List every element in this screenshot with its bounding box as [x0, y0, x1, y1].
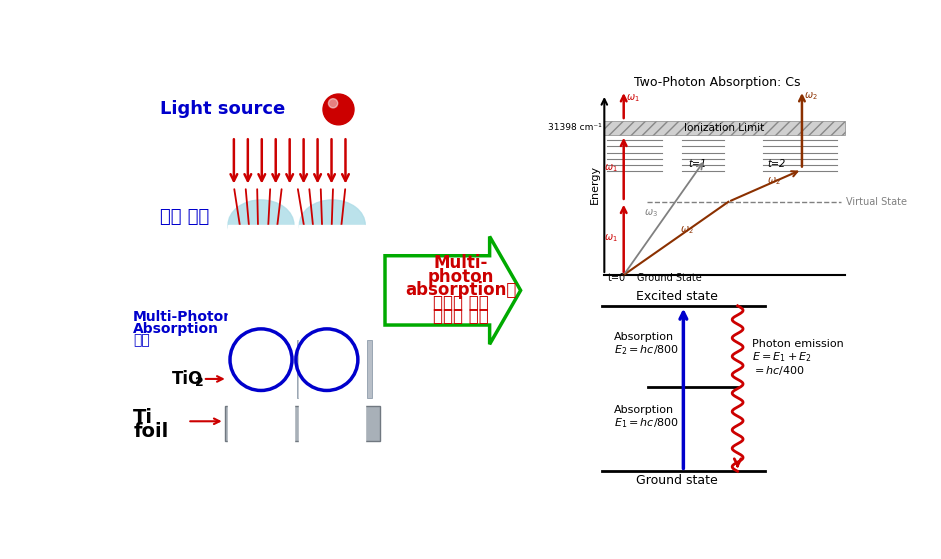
Text: $E_1 = hc / 800$: $E_1 = hc / 800$ — [614, 416, 678, 430]
Text: 31398 cm⁻¹: 31398 cm⁻¹ — [549, 124, 602, 132]
Text: Absorption: Absorption — [614, 331, 674, 342]
Bar — [235, 340, 240, 398]
Text: Absorption: Absorption — [133, 322, 219, 336]
Text: 이용한 반응: 이용한 반응 — [433, 293, 488, 312]
Text: Absorption: Absorption — [614, 405, 674, 415]
Text: t=1: t=1 — [688, 159, 707, 169]
Text: 영역: 영역 — [133, 333, 150, 348]
Bar — [359, 340, 364, 398]
Text: $= hc / 400$: $= hc / 400$ — [752, 364, 805, 377]
Bar — [328, 340, 333, 398]
Text: Photon emission: Photon emission — [752, 339, 843, 349]
Text: Two-Photon Absorption: Cs: Two-Photon Absorption: Cs — [634, 76, 801, 89]
Text: t=0: t=0 — [608, 273, 627, 283]
Text: Virtual State: Virtual State — [846, 197, 907, 207]
Text: $\omega_1$: $\omega_1$ — [604, 163, 617, 174]
Bar — [225, 406, 379, 440]
Bar — [336, 340, 341, 398]
Text: Multi-: Multi- — [434, 254, 487, 272]
Text: $\omega_1$: $\omega_1$ — [604, 233, 617, 244]
Bar — [305, 340, 310, 398]
Text: 2: 2 — [195, 376, 204, 389]
Bar — [243, 340, 247, 398]
Text: Ti: Ti — [133, 408, 153, 427]
Ellipse shape — [299, 200, 365, 250]
Bar — [297, 340, 302, 398]
Bar — [313, 340, 317, 398]
Bar — [251, 340, 256, 398]
Circle shape — [328, 98, 338, 108]
Bar — [228, 340, 232, 398]
Text: Multi-Photon: Multi-Photon — [133, 310, 234, 324]
Text: $\omega_2$: $\omega_2$ — [768, 176, 781, 187]
Bar — [266, 340, 271, 398]
Text: $E_2 = hc / 800$: $E_2 = hc / 800$ — [614, 344, 678, 357]
Text: $\omega_1$: $\omega_1$ — [626, 92, 640, 104]
Bar — [259, 340, 263, 398]
Text: Light source: Light source — [160, 101, 285, 119]
Text: Ground state: Ground state — [636, 474, 718, 487]
Text: Ground State: Ground State — [637, 273, 702, 283]
Bar — [367, 340, 372, 398]
Bar — [228, 225, 294, 498]
Ellipse shape — [228, 200, 294, 250]
Text: $\omega_2$: $\omega_2$ — [805, 90, 818, 102]
FancyArrow shape — [385, 236, 520, 344]
Text: foil: foil — [133, 422, 168, 441]
Bar — [274, 340, 279, 398]
Bar — [299, 225, 365, 498]
Circle shape — [323, 94, 354, 125]
Bar — [321, 340, 326, 398]
Text: $E = E_1 + E_2$: $E = E_1 + E_2$ — [752, 350, 811, 364]
Bar — [282, 340, 287, 398]
Text: Energy: Energy — [590, 165, 600, 204]
Text: photon: photon — [427, 268, 494, 286]
Text: Excited state: Excited state — [636, 290, 718, 303]
Bar — [290, 340, 295, 398]
Bar — [352, 340, 357, 398]
Text: Ionization Limit: Ionization Limit — [684, 123, 765, 133]
Text: absorption을: absorption을 — [405, 281, 517, 299]
Bar — [604, 121, 845, 135]
Bar — [343, 340, 348, 398]
Text: 광학 렌즈: 광학 렌즈 — [160, 209, 210, 226]
Text: TiO: TiO — [172, 370, 203, 388]
Text: 에너지 증가: 에너지 증가 — [433, 307, 488, 325]
Text: $\omega_3$: $\omega_3$ — [645, 207, 658, 219]
Text: t=2: t=2 — [767, 159, 786, 169]
Text: $\omega_2$: $\omega_2$ — [680, 224, 694, 236]
